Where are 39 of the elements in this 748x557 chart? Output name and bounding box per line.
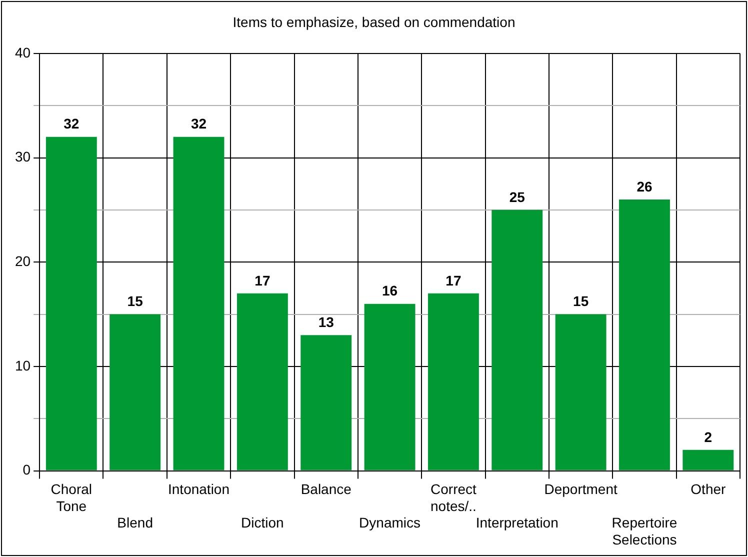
x-tick-label: Blend xyxy=(117,514,153,531)
x-tick-label: Other xyxy=(690,481,726,498)
x-tick-label: Choral Tone xyxy=(50,481,92,514)
x-tick-label: Deportment xyxy=(544,481,618,498)
bar xyxy=(555,314,606,470)
data-label: 16 xyxy=(382,282,398,299)
data-label: 25 xyxy=(509,188,526,205)
data-label: 32 xyxy=(190,116,207,132)
y-tick-label: 0 xyxy=(22,462,31,478)
bar xyxy=(110,314,161,470)
y-tick-label: 20 xyxy=(14,252,31,269)
x-tick-label: Balance xyxy=(300,481,352,498)
data-label: 17 xyxy=(254,272,270,288)
bar xyxy=(173,136,224,470)
x-tick-label: Intonation xyxy=(168,481,230,498)
bar xyxy=(492,210,543,470)
y-tick-label: 40 xyxy=(14,44,31,60)
chart-title: Items to emphasize, based on commendation xyxy=(232,14,516,30)
bar xyxy=(46,136,97,470)
data-label: 15 xyxy=(573,293,589,310)
bar xyxy=(619,199,670,470)
bar xyxy=(364,304,416,470)
data-label: 17 xyxy=(446,272,462,288)
data-label: 15 xyxy=(127,293,144,310)
data-label: 2 xyxy=(704,428,712,445)
data-label: 32 xyxy=(64,116,80,132)
x-tick-label: Diction xyxy=(241,514,284,531)
x-tick-label: Interpretation xyxy=(476,514,558,531)
data-label: 13 xyxy=(318,314,334,330)
bar xyxy=(428,293,479,470)
x-tick-label: Correct notes/.. xyxy=(430,481,477,514)
x-tick-label: Dynamics xyxy=(359,514,421,531)
bar xyxy=(300,335,352,470)
x-tick-label: Repertoire Selections xyxy=(612,514,678,548)
bar xyxy=(682,450,734,470)
y-tick-label: 30 xyxy=(14,148,31,165)
y-tick-label: 10 xyxy=(14,357,31,374)
data-label: 26 xyxy=(636,178,652,194)
bar xyxy=(236,293,288,470)
